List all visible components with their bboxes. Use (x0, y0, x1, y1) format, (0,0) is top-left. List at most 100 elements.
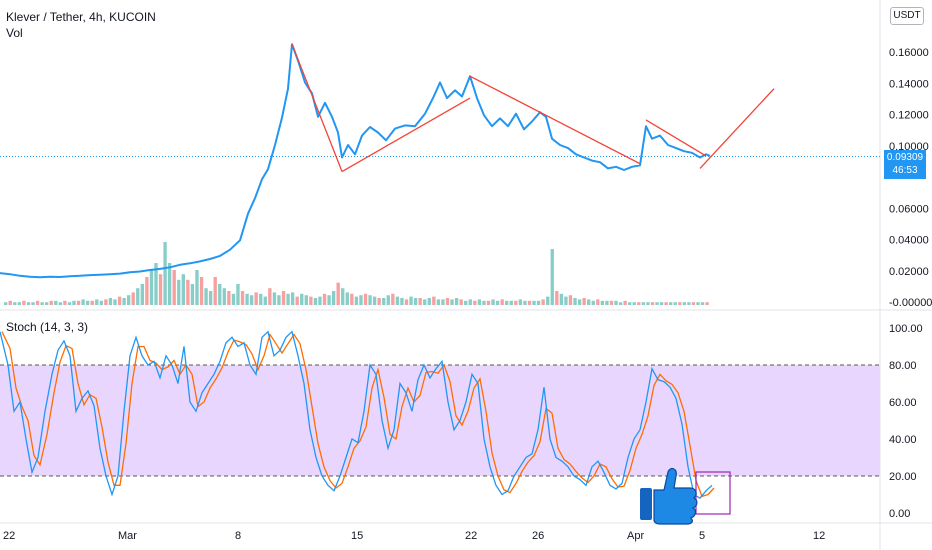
trend-line (291, 43, 343, 172)
volume-bar (673, 302, 677, 305)
volume-bar (76, 300, 81, 305)
volume-bar (450, 299, 454, 305)
volume-bar (678, 302, 682, 305)
trend-line (469, 75, 641, 165)
volume-bar (72, 300, 76, 305)
volume-bar (240, 291, 245, 305)
time-tick-label: 22 (3, 530, 15, 542)
volume-bar (286, 293, 290, 305)
volume-bar (536, 300, 541, 305)
volume-bar (473, 300, 477, 305)
volume-bar (22, 300, 26, 305)
volume-bar (637, 302, 641, 305)
price-tick-label: 0.16000 (889, 47, 929, 59)
volume-bar (208, 291, 213, 305)
volume-bar (13, 302, 17, 305)
volume-bar (518, 299, 523, 305)
volume-bar (108, 298, 113, 305)
volume-bar (4, 302, 8, 305)
volume-bar (290, 292, 295, 305)
volume-bar (477, 299, 482, 305)
time-tick-label: Mar (118, 530, 137, 542)
volume-bar (400, 298, 404, 305)
volume-bar (186, 279, 190, 305)
volume-bar (44, 302, 49, 305)
volume-bar (650, 302, 655, 305)
thumbs-up-hand (653, 467, 698, 525)
volume-bar (377, 298, 381, 305)
volume-bar (687, 302, 691, 305)
volume-bar (249, 295, 254, 305)
volume-bar (336, 282, 340, 305)
volume-bar (113, 299, 117, 305)
volume-bar (140, 284, 144, 305)
volume-bar (664, 302, 668, 305)
volume-bar (354, 296, 359, 305)
volume-bar (541, 299, 545, 305)
volume-bar (705, 302, 709, 305)
time-tick-label: 26 (532, 530, 544, 542)
volume-bar (418, 298, 422, 305)
volume-bar (559, 293, 564, 305)
volume-bar (468, 299, 472, 305)
volume-bar (372, 296, 377, 305)
volume-bar (404, 299, 409, 305)
trend-line (699, 88, 775, 169)
current-price-tag: 0.09309 46:53 (884, 150, 926, 179)
volume-bar (309, 296, 313, 305)
thumbs-up-cuff (640, 488, 652, 520)
volume-bar (368, 295, 372, 305)
stoch-tick-label: 80.00 (889, 360, 917, 372)
volume-bar (582, 298, 586, 305)
volume-bar (145, 277, 149, 305)
volume-bar (432, 296, 436, 305)
volume-bar (632, 302, 636, 305)
volume-bar (117, 296, 122, 305)
volume-bar (527, 300, 532, 305)
volume-bar (17, 302, 22, 305)
volume-bar (313, 298, 318, 305)
volume-bar (67, 302, 72, 305)
currency-badge[interactable]: USDT (890, 7, 924, 25)
volume-bar (386, 295, 390, 305)
volume-bar (54, 300, 58, 305)
volume-bar (532, 300, 536, 305)
volume-bar (523, 300, 527, 305)
volume-bar (427, 298, 431, 305)
volume-bar (204, 288, 208, 305)
volume-bar (254, 292, 258, 305)
volume-bar (213, 277, 217, 305)
volume-bar (577, 299, 582, 305)
volume-bar (509, 300, 513, 305)
bar-countdown: 46:53 (892, 165, 918, 176)
stoch-overbought-oversold-band (0, 365, 880, 476)
volume-bar (655, 302, 659, 305)
volume-bar (614, 300, 618, 305)
volume-bar (682, 302, 687, 305)
volume-bar (445, 298, 450, 305)
price-line-series (0, 43, 711, 279)
volume-bar (172, 270, 176, 305)
volume-bar (700, 302, 705, 305)
volume-bar (669, 302, 673, 305)
volume-bar (300, 293, 304, 305)
price-tick-label: 0.14000 (889, 78, 929, 90)
volume-bar (514, 300, 518, 305)
volume-bar (295, 296, 299, 305)
volume-bar (227, 291, 231, 305)
volume-bar (482, 300, 486, 305)
stoch-tick-label: 40.00 (889, 434, 917, 446)
volume-bar (363, 293, 368, 305)
volume-bar (587, 299, 591, 305)
time-tick-label: Apr (627, 530, 644, 542)
volume-bar (40, 302, 44, 305)
volume-bar (459, 299, 463, 305)
volume-bar (391, 293, 395, 305)
volume-bar (31, 302, 35, 305)
volume-bar (573, 298, 577, 305)
volume-bar (49, 300, 53, 305)
volume-bar (423, 299, 427, 305)
volume-bar (190, 284, 195, 305)
time-tick-label: 22 (465, 530, 477, 542)
